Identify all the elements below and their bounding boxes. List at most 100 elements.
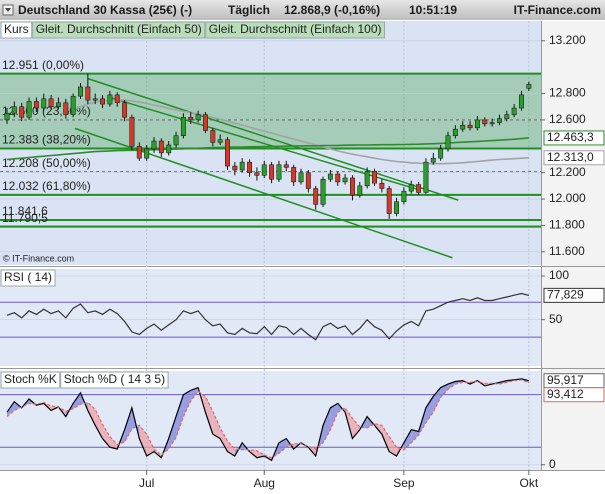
time: 10:51:19: [409, 3, 457, 17]
indicator-line: [6, 292, 530, 341]
stoch-fill: [389, 436, 397, 456]
stoch-fill: [168, 416, 177, 449]
candle-body: [350, 177, 355, 196]
x-tick-label: Okt: [520, 476, 539, 490]
fib-label: 12.600 (23,60%): [2, 104, 91, 118]
candle-body: [423, 161, 429, 193]
candle-body: [254, 172, 260, 176]
candle-body: [158, 140, 164, 154]
candle-body: [430, 157, 436, 163]
candle-body: [372, 171, 377, 184]
stoch-fill: [73, 392, 81, 409]
candle-body: [460, 124, 466, 130]
trendline: [87, 77, 459, 201]
candle-body: [151, 140, 157, 150]
stoch-fill: [183, 390, 191, 417]
candle-body: [283, 164, 289, 168]
x-tick-label: Jul: [139, 476, 154, 490]
fib-label: 11.841,6: [2, 204, 48, 218]
y-tick-label: 50: [549, 312, 563, 326]
legend-box: [60, 371, 169, 389]
y-tick-label: 0: [549, 457, 556, 471]
value-label: 12.313,0: [547, 150, 594, 164]
stoch-fill: [403, 429, 412, 450]
candle-body: [526, 84, 532, 89]
candle-body: [511, 107, 517, 115]
stoch-fill: [220, 427, 228, 452]
candle-body: [166, 144, 172, 154]
candle-body: [56, 102, 61, 107]
stoch-fill: [425, 396, 434, 423]
candle-body: [210, 130, 216, 143]
candle-body: [100, 98, 105, 105]
candle-body: [195, 114, 201, 121]
price: 12.868,9 (-0,16%): [284, 3, 380, 17]
value-box: [543, 287, 605, 303]
y-tick-label: 12.800: [549, 86, 586, 100]
legend-label: Stoch %K: [4, 372, 57, 386]
candle-body: [445, 135, 451, 150]
candle-body: [269, 164, 275, 180]
y-tick-label: 12.600: [549, 112, 586, 126]
candle-body: [188, 117, 194, 121]
candle-body: [438, 148, 444, 159]
value-box: [543, 130, 605, 146]
value-label: 12.463,3: [547, 130, 594, 144]
candle-body: [320, 179, 326, 205]
stoch-fill: [440, 384, 448, 398]
candle-body: [416, 184, 422, 193]
candle-body: [122, 102, 128, 118]
candle-body: [78, 86, 83, 97]
candle-body: [92, 98, 98, 101]
candle-body: [129, 117, 135, 147]
candle-body: [364, 171, 370, 187]
stoch-fill: [95, 409, 103, 439]
indicator-line: [6, 378, 530, 462]
value-box: [543, 150, 605, 166]
rsi-panel: [0, 269, 541, 366]
candle-body: [386, 188, 392, 214]
copyright: © IT-Finance.com: [3, 253, 74, 263]
stoch-fill: [352, 418, 360, 439]
stoch-fill: [433, 387, 441, 413]
fib-label: 12.383 (38,20%): [2, 133, 91, 147]
stoch-fill: [176, 394, 184, 438]
candle-body: [276, 164, 282, 180]
fib-label: 11.790,5: [2, 211, 48, 225]
candle-body: [232, 165, 238, 171]
stoch-fill: [462, 380, 471, 385]
candle-body: [107, 94, 113, 105]
candle-body: [291, 167, 297, 183]
stoch-fill: [448, 381, 456, 390]
stoch-fill: [411, 429, 419, 443]
header-bar: [0, 0, 605, 20]
candle-body: [217, 139, 223, 143]
legend-label: Kurs: [4, 22, 29, 36]
legend-label: Gleit. Durchschnitt (Einfach 50): [36, 22, 202, 36]
candle-body: [247, 161, 253, 173]
stoch-fill: [212, 411, 221, 439]
candle-body: [357, 185, 363, 196]
value-label: 93,412: [547, 387, 584, 401]
candle-body: [173, 135, 179, 146]
moving-average: [6, 137, 529, 161]
candle-body: [136, 146, 142, 159]
y-tick-label: 11.800: [549, 218, 585, 232]
legend-label: Stoch %D ( 14 3 5): [64, 372, 165, 386]
legend-box: [0, 371, 61, 389]
interval: Täglich: [228, 3, 270, 17]
candle-body: [474, 119, 480, 129]
stoch-fill: [124, 407, 132, 442]
candle-body: [239, 161, 245, 171]
stoch-fill: [139, 425, 147, 456]
y-tick-label: 13.200: [549, 33, 586, 47]
candle-body: [19, 106, 25, 118]
fib-label: 12.208 (50,00%): [2, 156, 91, 170]
stoch-fill: [7, 401, 15, 417]
candle-body: [26, 101, 32, 118]
stoch-fill: [205, 396, 213, 435]
candle-body: [114, 94, 120, 104]
candle-body: [401, 190, 407, 202]
y-tick-label: 11.600: [549, 244, 585, 258]
